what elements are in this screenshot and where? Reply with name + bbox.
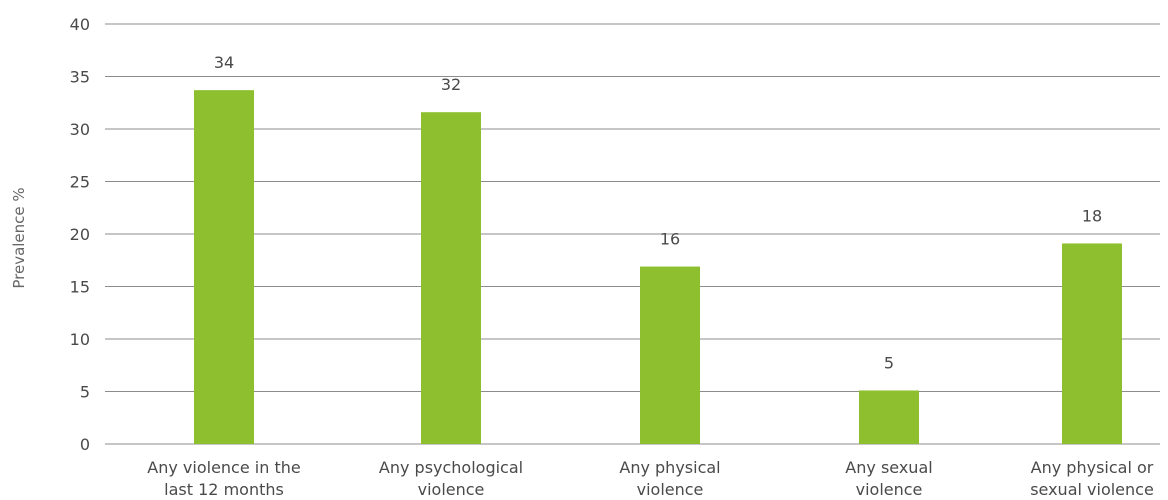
- gridlines: [105, 23, 1160, 445]
- x-tick-label: Any violence in the: [147, 458, 300, 477]
- y-tick-label: 35: [70, 68, 90, 87]
- x-tick-label: last 12 months: [164, 480, 284, 499]
- x-tick-label: Any physical: [619, 458, 720, 477]
- bars: [194, 90, 1122, 445]
- y-axis-title: Prevalence %: [10, 187, 28, 288]
- x-tick-label: sexual violence: [1030, 480, 1154, 499]
- data-label: 34: [214, 53, 234, 72]
- y-tick-label: 10: [70, 330, 90, 349]
- x-tick-label: violence: [856, 480, 923, 499]
- x-axis-labels: Any violence in the last 12 months Any psy…: [147, 458, 1154, 499]
- y-tick-label: 25: [70, 173, 90, 192]
- y-tick-label: 5: [80, 383, 90, 402]
- y-tick-label: 0: [80, 435, 90, 454]
- bar-3: [859, 390, 919, 444]
- data-label: 18: [1082, 206, 1102, 225]
- y-tick-label: 15: [70, 278, 90, 297]
- x-tick-label: violence: [418, 480, 485, 499]
- y-axis-ticks: 0 5 10 15 20 25 30 35 40: [70, 15, 90, 454]
- bar-1: [421, 112, 481, 444]
- y-tick-label: 40: [70, 15, 90, 34]
- x-tick-label: Any psychological: [379, 458, 523, 477]
- x-tick-label: violence: [637, 480, 704, 499]
- bar-0: [194, 90, 254, 445]
- data-labels: 34 32 16 5 18: [214, 53, 1102, 372]
- y-tick-label: 20: [70, 225, 90, 244]
- bar-4: [1062, 243, 1122, 444]
- data-label: 5: [884, 353, 894, 372]
- y-tick-label: 30: [70, 120, 90, 139]
- bar-2: [640, 266, 700, 444]
- data-label: 16: [660, 230, 680, 249]
- x-tick-label: Any physical or: [1031, 458, 1154, 477]
- x-tick-label: Any sexual: [845, 458, 932, 477]
- data-label: 32: [441, 75, 461, 94]
